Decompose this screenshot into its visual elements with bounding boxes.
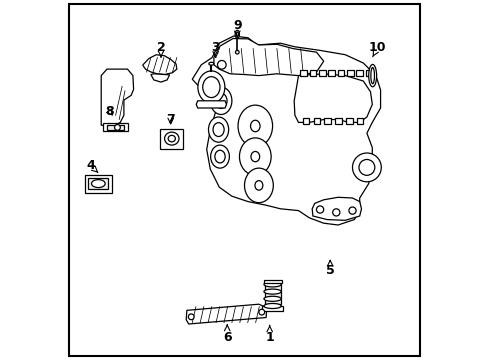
Circle shape: [188, 314, 194, 320]
Ellipse shape: [370, 68, 374, 84]
Bar: [263, 280, 281, 283]
Circle shape: [348, 207, 355, 214]
Ellipse shape: [264, 282, 281, 287]
Polygon shape: [101, 69, 133, 125]
Text: 1: 1: [265, 325, 273, 344]
Ellipse shape: [250, 152, 259, 162]
Bar: [103, 123, 127, 131]
Ellipse shape: [239, 138, 270, 175]
Ellipse shape: [208, 62, 213, 65]
Ellipse shape: [168, 135, 175, 142]
Ellipse shape: [164, 132, 179, 145]
Text: 7: 7: [166, 113, 175, 126]
Ellipse shape: [244, 168, 273, 203]
Circle shape: [258, 309, 264, 315]
Polygon shape: [213, 39, 323, 76]
Bar: [337, 70, 344, 76]
Ellipse shape: [254, 181, 263, 190]
Ellipse shape: [236, 32, 238, 36]
Bar: [302, 118, 309, 124]
Ellipse shape: [210, 145, 229, 168]
Bar: [346, 70, 353, 76]
Text: 5: 5: [325, 260, 334, 277]
Ellipse shape: [210, 87, 231, 114]
Bar: [365, 70, 371, 76]
Bar: [356, 118, 363, 124]
Ellipse shape: [368, 64, 376, 87]
Bar: [300, 70, 306, 76]
Ellipse shape: [235, 50, 239, 54]
Text: 4: 4: [86, 159, 98, 172]
Ellipse shape: [215, 93, 226, 108]
Polygon shape: [196, 101, 226, 108]
Bar: [261, 306, 283, 311]
Circle shape: [217, 60, 225, 69]
Bar: [264, 283, 280, 304]
Polygon shape: [192, 36, 380, 225]
Text: 6: 6: [223, 325, 231, 344]
Ellipse shape: [91, 180, 105, 188]
Bar: [160, 129, 183, 149]
Ellipse shape: [264, 289, 281, 294]
Polygon shape: [294, 74, 371, 122]
Bar: [309, 70, 316, 76]
Ellipse shape: [264, 303, 281, 309]
Ellipse shape: [250, 120, 260, 132]
Ellipse shape: [208, 117, 228, 142]
Ellipse shape: [198, 71, 224, 103]
Text: 3: 3: [211, 41, 220, 57]
Bar: [107, 125, 124, 130]
Ellipse shape: [213, 123, 224, 136]
Ellipse shape: [203, 77, 220, 98]
Circle shape: [316, 206, 323, 213]
Text: 10: 10: [368, 41, 386, 57]
Circle shape: [352, 153, 381, 182]
Ellipse shape: [235, 30, 239, 38]
Circle shape: [114, 125, 120, 130]
Bar: [335, 118, 341, 124]
Ellipse shape: [214, 150, 224, 163]
Polygon shape: [151, 74, 169, 82]
Bar: [328, 70, 334, 76]
Bar: [318, 70, 325, 76]
Bar: [84, 175, 112, 193]
Text: 2: 2: [156, 41, 165, 57]
Bar: [88, 178, 108, 189]
Polygon shape: [186, 304, 266, 324]
Bar: [346, 118, 352, 124]
Text: 9: 9: [232, 19, 241, 37]
Bar: [324, 118, 330, 124]
Circle shape: [332, 209, 339, 216]
Ellipse shape: [264, 296, 281, 301]
Ellipse shape: [238, 105, 272, 147]
Polygon shape: [311, 197, 361, 220]
Polygon shape: [142, 55, 177, 75]
Text: 8: 8: [105, 105, 114, 118]
Circle shape: [358, 159, 374, 175]
Bar: [313, 118, 320, 124]
Bar: [356, 70, 362, 76]
